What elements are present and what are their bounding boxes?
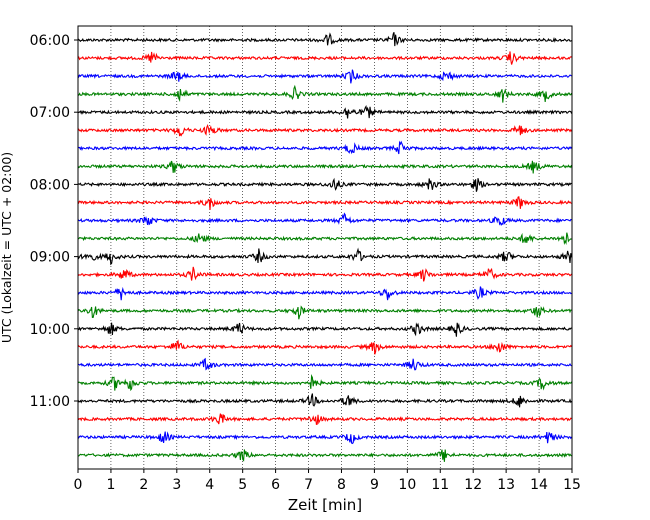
x-axis-label: Zeit [min]	[288, 496, 362, 514]
x-tick-label: 0	[74, 477, 83, 493]
grid-lines	[110, 26, 540, 469]
x-tick-label: 3	[172, 477, 181, 493]
x-tick-label: 9	[370, 477, 379, 493]
trace-line	[77, 177, 572, 192]
trace-lines	[77, 32, 573, 462]
trace-line	[77, 374, 573, 392]
x-tick-label: 6	[271, 477, 280, 493]
trace-line	[77, 160, 573, 174]
x-tick-label: 14	[530, 477, 548, 493]
x-tick-label: 8	[337, 477, 346, 493]
x-tick-label: 4	[205, 477, 214, 493]
trace-line	[77, 140, 573, 155]
x-tick-label: 1	[106, 477, 115, 493]
trace-line	[77, 393, 573, 408]
trace-line	[77, 212, 572, 227]
y-axis-label: UTC (Lokalzeit = UTC + 02:00)	[0, 152, 14, 343]
y-tick-label: 08:00	[30, 177, 70, 193]
trace-line	[77, 413, 572, 426]
plot-frame	[77, 25, 573, 470]
axis-ticks: 0 1 2 3 4 5 6 7 8 9 10 11 12 13 14 1506:0007:0008:0009:…	[30, 33, 581, 493]
trace-line	[77, 69, 572, 84]
trace-line	[77, 123, 573, 137]
trace-line	[77, 232, 572, 246]
x-tick-label: 10	[398, 477, 416, 493]
trace-line	[77, 84, 573, 103]
trace-line	[77, 305, 572, 320]
trace-line	[77, 357, 572, 371]
y-tick-label: 07:00	[30, 105, 70, 121]
x-tick-label: 13	[497, 477, 515, 493]
trace-line	[77, 322, 572, 337]
x-tick-label: 2	[139, 477, 148, 493]
trace-line	[77, 51, 572, 65]
x-tick-label: 12	[464, 477, 482, 493]
y-tick-label: 06:00	[30, 33, 70, 49]
y-tick-label: 09:00	[30, 250, 70, 266]
y-tick-label: 11:00	[30, 394, 70, 410]
trace-line	[77, 32, 572, 47]
x-tick-label: 7	[304, 477, 313, 493]
x-tick-label: 11	[431, 477, 449, 493]
trace-line	[77, 195, 572, 211]
x-tick-label: 5	[238, 477, 247, 493]
y-tick-label: 10:00	[30, 322, 70, 338]
x-tick-label: 15	[563, 477, 581, 493]
trace-line	[77, 105, 573, 119]
trace-line	[77, 247, 573, 266]
trace-line	[77, 286, 572, 301]
trace-line	[78, 449, 572, 462]
trace-line	[77, 431, 573, 445]
trace-line	[77, 266, 573, 282]
trace-line	[77, 339, 573, 355]
